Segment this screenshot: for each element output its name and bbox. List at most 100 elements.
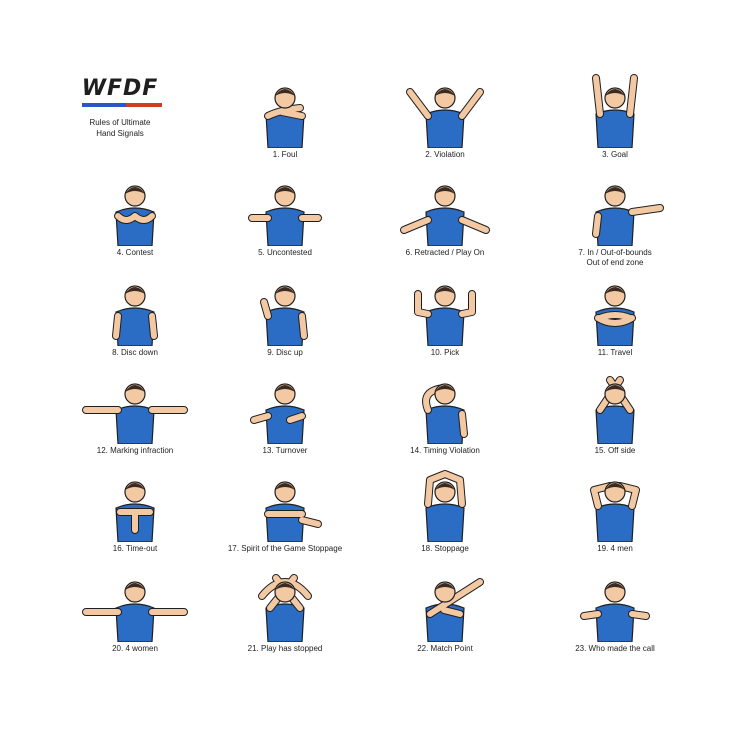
- subtitle: Rules of Ultimate Hand Signals: [60, 117, 180, 139]
- signal-figure-18: [424, 470, 466, 542]
- shirt: [115, 307, 155, 346]
- hair: [605, 89, 625, 96]
- signal-label: 3. Goal: [602, 150, 628, 159]
- signal-3: 3. Goal: [540, 74, 690, 172]
- hair: [605, 483, 625, 490]
- shirt: [425, 109, 465, 148]
- shirt: [265, 207, 305, 246]
- signal-figure-11: [594, 285, 636, 346]
- arms: [401, 217, 489, 233]
- signal-caption: 7. In / Out-of-bounds Out of end zone: [540, 248, 690, 268]
- signal-caption: 12. Marking infraction: [60, 446, 210, 456]
- hair: [435, 89, 455, 96]
- shirt: [265, 405, 305, 444]
- shirt: [595, 207, 635, 246]
- signal-label: 11. Travel: [597, 348, 633, 357]
- signal-caption: 23. Who made the call: [540, 644, 690, 654]
- signal-19: 19. 4 men: [540, 468, 690, 566]
- shirt: [425, 207, 465, 246]
- signal-figure-13: [250, 383, 306, 444]
- arms: [117, 509, 153, 533]
- signal-figure-14: [422, 383, 468, 444]
- signal-figure-19: [590, 481, 640, 542]
- signal-caption: 9. Disc up: [210, 348, 360, 358]
- arms: [593, 75, 637, 117]
- signal-12: 12. Marking infraction: [60, 370, 210, 468]
- hair: [605, 287, 625, 294]
- hair: [435, 385, 455, 392]
- signal-label: 2. Violation: [425, 150, 465, 159]
- hair: [435, 187, 455, 194]
- hair: [435, 287, 455, 294]
- signal-11: 11. Travel: [540, 272, 690, 370]
- wfdf-header: WFDF Rules of Ultimate Hand Signals: [60, 78, 180, 139]
- signal-figure-5: [248, 185, 322, 246]
- signal-caption: 21. Play has stopped: [210, 644, 360, 654]
- arms: [113, 313, 157, 339]
- signal-label: 23. Who made the call: [575, 644, 655, 653]
- signal-label: 4. Contest: [116, 248, 154, 257]
- hair: [435, 583, 455, 590]
- signal-figure-7: [592, 185, 664, 246]
- shirt: [595, 603, 635, 642]
- logo-underline: [82, 103, 162, 107]
- signal-8: 8. Disc down: [60, 272, 210, 370]
- shirt: [595, 503, 635, 542]
- arms: [265, 105, 305, 119]
- shirt: [265, 503, 305, 542]
- arms: [593, 205, 663, 237]
- signal-4: 4. Contest: [60, 172, 210, 270]
- arms: [261, 299, 307, 339]
- signal-caption: 10. Pick: [370, 348, 520, 358]
- signal-caption: 8. Disc down: [60, 348, 210, 358]
- hair: [275, 385, 295, 392]
- signal-1: 1. Foul: [210, 74, 360, 172]
- signal-caption: 17. Spirit of the Game Stoppage: [210, 544, 360, 554]
- signal-figure-2: [406, 87, 484, 148]
- signal-figure-1: [264, 87, 306, 148]
- signal-caption: 19. 4 men: [540, 544, 690, 554]
- hair: [605, 583, 625, 590]
- signal-caption: 11. Travel: [540, 348, 690, 358]
- arms: [595, 312, 635, 326]
- hair: [275, 187, 295, 194]
- hair: [125, 385, 145, 392]
- signal-caption: 6. Retracted / Play On: [370, 248, 520, 258]
- shirt: [425, 307, 465, 346]
- arms: [591, 483, 639, 509]
- hair: [275, 483, 295, 490]
- signal-16: 16. Time-out: [60, 468, 210, 566]
- signal-figure-15: [595, 376, 635, 444]
- hair: [275, 89, 295, 96]
- signal-figure-8: [112, 285, 158, 346]
- hair: [125, 483, 145, 490]
- signal-figure-20: [82, 581, 188, 642]
- subtitle-line-2: Hand Signals: [96, 129, 144, 138]
- signal-label: 20. 4 women: [112, 644, 158, 653]
- signal-caption: 1. Foul: [210, 150, 360, 160]
- arms: [425, 471, 465, 507]
- signal-caption: 5. Uncontested: [210, 248, 360, 258]
- subtitle-line-1: Rules of Ultimate: [89, 118, 151, 127]
- signal-figure-22: [425, 578, 484, 642]
- signal-figure-4: [114, 185, 156, 246]
- signal-label: 5. Uncontested: [258, 248, 312, 257]
- hair: [605, 187, 625, 194]
- arms: [407, 89, 483, 119]
- signal-label: 19. 4 men: [597, 544, 633, 553]
- signal-label: 17. Spirit of the Game Stoppage: [227, 544, 343, 553]
- wfdf-logo: WFDF: [81, 76, 159, 101]
- signal-figure-21: [258, 574, 312, 642]
- signal-6: 6. Retracted / Play On: [370, 172, 520, 270]
- signal-17: 17. Spirit of the Game Stoppage: [210, 468, 360, 566]
- hair: [125, 583, 145, 590]
- signal-caption: 20. 4 women: [60, 644, 210, 654]
- signal-14: 14. Timing Violation: [370, 370, 520, 468]
- signal-10: 10. Pick: [370, 272, 520, 370]
- arms: [415, 291, 475, 317]
- signal-figure-3: [592, 74, 638, 148]
- signal-label: 12. Marking infraction: [96, 446, 174, 455]
- signal-label: 15. Off side: [594, 446, 636, 455]
- signal-figure-6: [400, 185, 490, 246]
- arms: [427, 579, 483, 617]
